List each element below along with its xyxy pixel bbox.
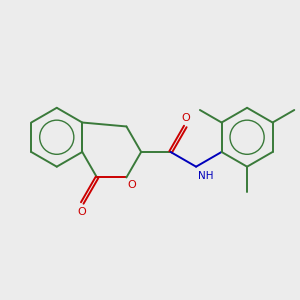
Text: O: O: [128, 180, 136, 190]
Text: O: O: [77, 207, 86, 217]
Text: NH: NH: [198, 171, 214, 181]
Text: O: O: [181, 112, 190, 122]
